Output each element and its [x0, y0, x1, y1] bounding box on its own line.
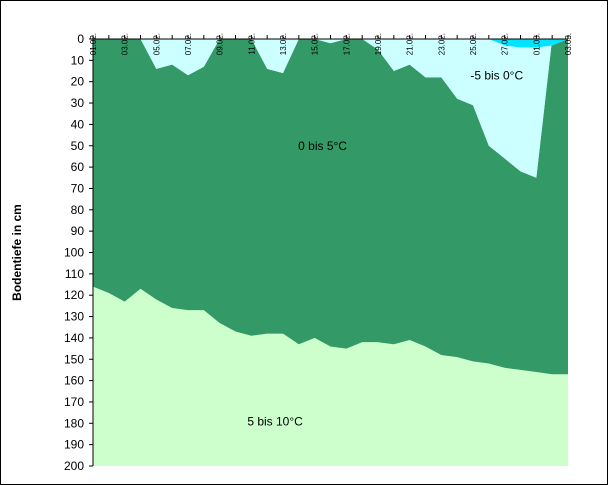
x-date-label: 01.03.: [532, 33, 541, 55]
y-tick-label: 40: [71, 117, 85, 131]
x-date-label: 03.02.: [121, 33, 130, 55]
y-tick-label: 150: [64, 352, 84, 366]
x-date-label: 25.02.: [469, 33, 478, 55]
y-axis-title: Bodentiefe in cm: [10, 204, 24, 301]
zone-minus10-minus5-area: [93, 39, 568, 48]
y-tick-label: 170: [64, 395, 84, 409]
y-tick-label: 180: [64, 416, 84, 430]
zone-0-5-area: [93, 39, 568, 375]
x-date-label: 17.02.: [342, 33, 351, 55]
temperature-zones: [93, 39, 568, 375]
zone-label-5-10: 5 bis 10°C: [247, 414, 303, 428]
x-date-label: 01.02.: [89, 33, 98, 55]
x-date-label: 11.02.: [247, 33, 256, 55]
zone-label-minus5-0: -5 bis 0°C: [470, 69, 523, 83]
zone-label-0-5: 0 bis 5°C: [298, 139, 347, 153]
y-tick-label: 80: [71, 203, 85, 217]
y-tick-label: 70: [71, 181, 85, 195]
x-date-label: 09.02.: [216, 33, 225, 55]
y-tick-label: 160: [64, 374, 84, 388]
labels: Bodentiefe in cm -5 bis 0°C 0 bis 5°C 5 bis…: [10, 69, 523, 429]
y-tick-label: 30: [71, 96, 85, 110]
x-date-label: 21.02.: [406, 33, 415, 55]
x-date-label: 05.02.: [152, 33, 161, 55]
y-tick-label: 50: [71, 139, 85, 153]
y-tick-label: 110: [65, 267, 84, 281]
x-date-label: 03.03.: [564, 33, 573, 55]
x-date-label: 27.02.: [501, 33, 510, 55]
axes: 0 10 20 30 40 50 60 70 80 90 100 110 120 130 140 150 160…: [64, 32, 573, 473]
y-tick-label: 130: [64, 310, 84, 324]
x-date-label: 19.02.: [374, 33, 383, 55]
x-date-label: 23.02.: [437, 33, 446, 55]
x-date-label: 15.02.: [311, 33, 320, 55]
y-tick-label: 200: [64, 459, 84, 473]
y-tick-label: 90: [71, 224, 85, 238]
y-tick-label: 140: [64, 331, 84, 345]
y-tick-label: 60: [71, 160, 85, 174]
x-date-label: 07.02.: [184, 33, 193, 55]
x-date-label: 13.02.: [279, 33, 288, 55]
y-tick-label: 100: [64, 246, 84, 260]
y-tick-label: 20: [71, 75, 85, 89]
y-tick-label: 120: [64, 288, 84, 302]
y-tick-label: 0: [77, 32, 84, 46]
zone-minus5-0-area: [93, 39, 568, 178]
y-tick-label: 10: [71, 53, 85, 67]
y-tick-label: 190: [64, 438, 84, 452]
